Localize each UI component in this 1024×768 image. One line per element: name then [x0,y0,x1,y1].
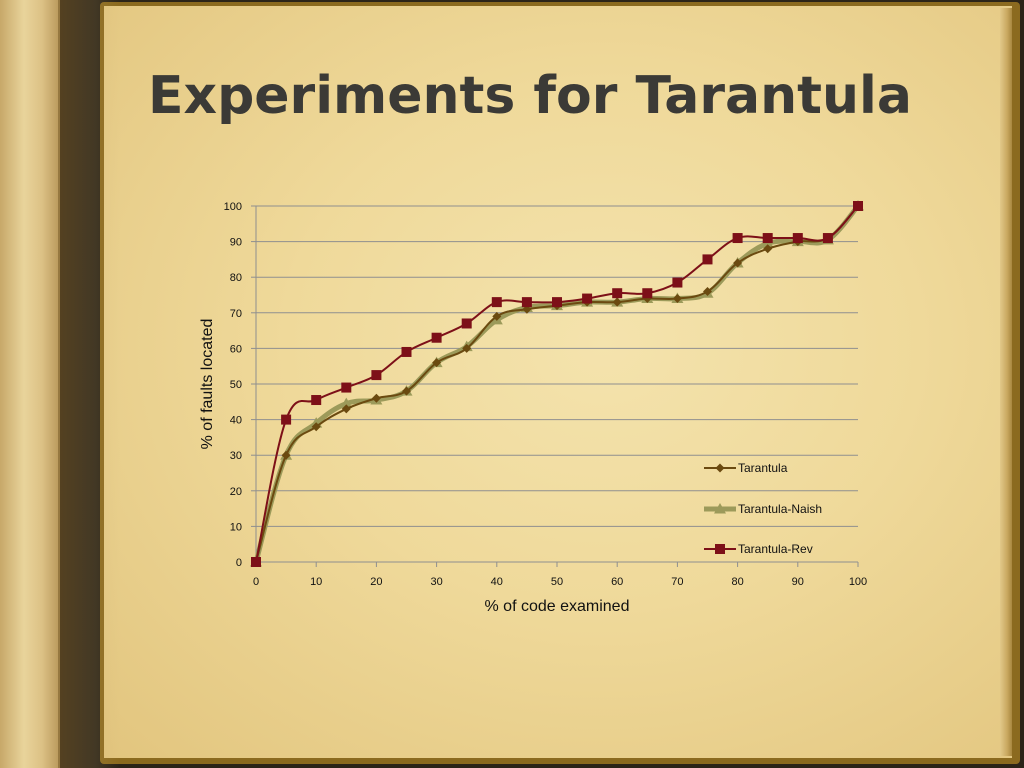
x-tick-label: 60 [611,576,623,588]
data-point [371,370,382,381]
data-point [432,358,442,368]
x-tick-label: 100 [849,576,867,588]
data-point [792,233,803,244]
y-tick-label: 10 [230,521,242,533]
data-point [552,297,562,308]
data-point [672,277,683,288]
data-point [311,395,322,406]
x-tick-label: 30 [430,576,442,588]
x-axis-title: % of code examined [485,598,630,615]
series-lines [250,200,864,567]
legend-label: Tarantula-Rev [738,542,813,556]
data-point [612,288,623,299]
spine-shadow [58,0,120,768]
data-point [281,450,291,460]
data-point [311,422,321,432]
data-point [582,293,593,304]
data-point [612,297,622,307]
page-edge [1000,8,1012,756]
legend: Tarantula Tarantula-Naish Tarantula-Rev [704,461,822,556]
x-tick-label: 10 [310,576,322,588]
y-tick-label: 100 [224,201,242,213]
legend-item: Tarantula-Naish [704,502,822,516]
y-tick-label: 0 [236,557,242,569]
x-tick-label: 20 [370,576,382,588]
axes: 0 10 20 30 40 50 60 70 80 90 100 0 10 20 30 40 50 60 70 80 9… [224,201,868,588]
data-point [703,286,712,296]
data-point [492,311,502,321]
data-point [462,343,472,353]
data-point [822,233,833,244]
legend-label: Tarantula [738,461,788,475]
x-tick-label: 40 [491,576,503,588]
data-point [431,332,442,343]
x-tick-label: 50 [551,576,563,588]
y-tick-label: 80 [230,272,242,284]
y-tick-label: 90 [230,237,242,249]
data-point [251,557,261,567]
series-square [251,201,863,567]
data-point [853,201,863,211]
book-spine [0,0,60,768]
book-page [104,6,1012,758]
y-tick-label: 30 [230,450,242,462]
data-point [762,233,773,244]
data-point [521,297,532,308]
legend-swatch-marker [715,463,725,473]
data-point [340,397,353,409]
data-point [702,254,713,265]
y-tick-label: 50 [230,379,242,391]
legend-item: Tarantula-Rev [704,542,813,556]
legend-item: Tarantula [704,461,788,475]
y-tick-label: 60 [230,343,242,355]
legend-swatch-marker [715,544,725,554]
y-tick-label: 40 [230,415,242,427]
y-tick-label: 20 [230,486,242,498]
y-axis-title: % of faults located [199,319,216,450]
data-point [491,297,502,308]
data-point [341,404,351,414]
legend-label: Tarantula-Naish [738,502,822,516]
data-point [732,233,743,244]
y-tick-label: 70 [230,308,242,320]
x-tick-label: 80 [731,576,743,588]
x-tick-label: 0 [253,576,259,588]
data-point [733,258,743,268]
x-tick-label: 90 [792,576,804,588]
data-point [672,294,682,304]
slide-title: Experiments for Tarantula [148,66,912,126]
data-point [461,318,472,329]
data-point [763,244,773,254]
data-point [642,288,653,299]
data-point [281,414,292,425]
data-point [402,386,411,396]
legend-swatch-marker [714,503,726,514]
data-point [341,382,352,393]
x-tick-label: 70 [671,576,683,588]
data-point [371,393,381,403]
data-point [401,346,412,357]
